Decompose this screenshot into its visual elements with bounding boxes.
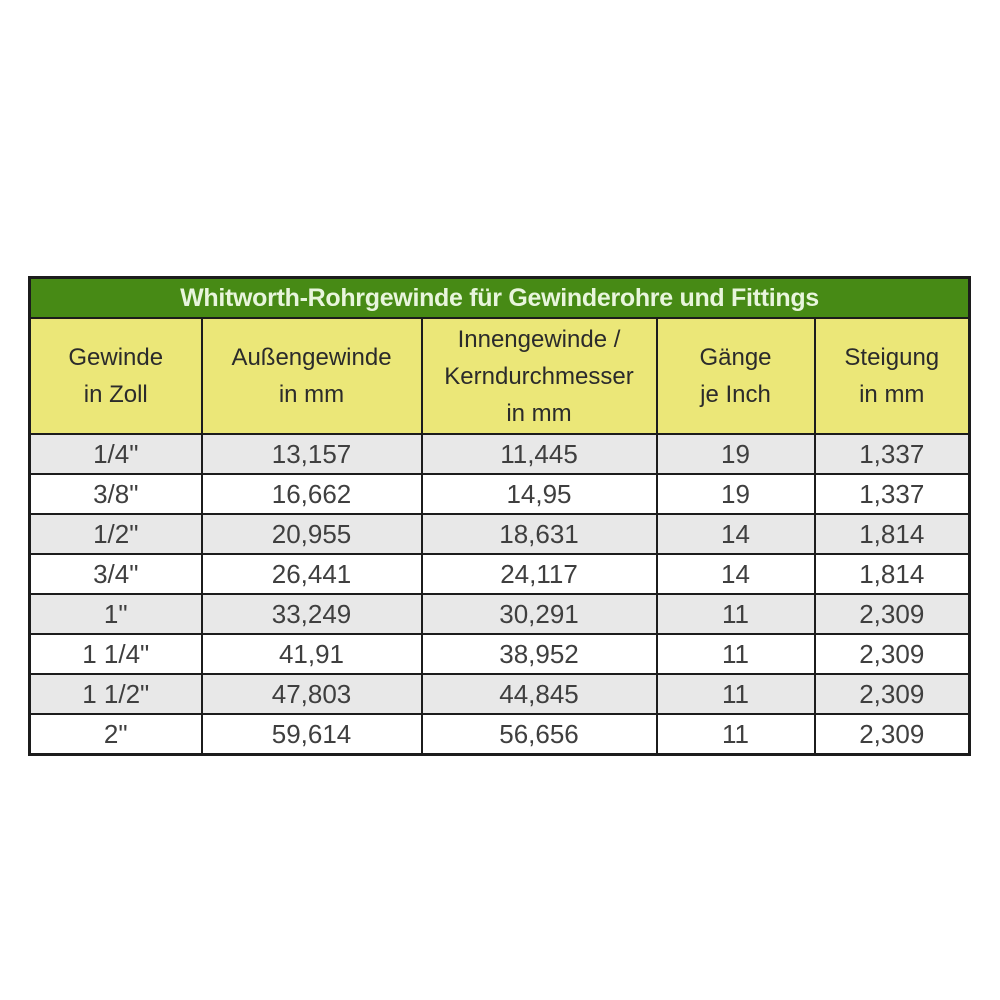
table-title: Whitworth-Rohrgewinde für Gewinderohre u… bbox=[28, 276, 971, 319]
cell-innengewinde-mm: 30,291 bbox=[420, 593, 658, 635]
column-header-innengewinde-kerndurchmesser-mm: Innengewinde / Kerndurchmesser in mm bbox=[420, 317, 658, 435]
column-header-aussengewinde-mm: Außengewinde in mm bbox=[200, 317, 423, 435]
cell-innengewinde-mm: 38,952 bbox=[420, 633, 658, 675]
cell-gewinde-zoll: 2" bbox=[28, 713, 203, 756]
table-row: 1/4" 13,157 11,445 19 1,337 bbox=[28, 433, 971, 475]
cell-innengewinde-mm: 11,445 bbox=[420, 433, 658, 475]
cell-aussengewinde-mm: 47,803 bbox=[200, 673, 423, 715]
cell-gaenge-je-inch: 14 bbox=[655, 513, 816, 555]
table-header-row: Gewinde in Zoll Außengewinde in mm Innen… bbox=[28, 317, 971, 435]
cell-innengewinde-mm: 18,631 bbox=[420, 513, 658, 555]
cell-steigung-mm: 2,309 bbox=[813, 593, 971, 635]
cell-aussengewinde-mm: 13,157 bbox=[200, 433, 423, 475]
column-header-steigung-mm: Steigung in mm bbox=[813, 317, 971, 435]
column-header-gaenge-je-inch: Gänge je Inch bbox=[655, 317, 816, 435]
cell-steigung-mm: 1,814 bbox=[813, 513, 971, 555]
cell-gewinde-zoll: 3/4" bbox=[28, 553, 203, 595]
column-header-gewinde-in-zoll: Gewinde in Zoll bbox=[28, 317, 203, 435]
cell-aussengewinde-mm: 41,91 bbox=[200, 633, 423, 675]
cell-gewinde-zoll: 1" bbox=[28, 593, 203, 635]
cell-gaenge-je-inch: 19 bbox=[655, 473, 816, 515]
table-row: 1 1/2" 47,803 44,845 11 2,309 bbox=[28, 673, 971, 715]
thread-size-table-container: Whitworth-Rohrgewinde für Gewinderohre u… bbox=[28, 276, 972, 756]
table-row: 3/4" 26,441 24,117 14 1,814 bbox=[28, 553, 971, 595]
cell-gewinde-zoll: 1/2" bbox=[28, 513, 203, 555]
cell-innengewinde-mm: 56,656 bbox=[420, 713, 658, 756]
cell-steigung-mm: 2,309 bbox=[813, 673, 971, 715]
table-row: 1 1/4" 41,91 38,952 11 2,309 bbox=[28, 633, 971, 675]
table-body: 1/4" 13,157 11,445 19 1,337 3/8" 16,662 … bbox=[28, 433, 971, 756]
cell-gaenge-je-inch: 11 bbox=[655, 633, 816, 675]
cell-gewinde-zoll: 1 1/2" bbox=[28, 673, 203, 715]
table-row: 3/8" 16,662 14,95 19 1,337 bbox=[28, 473, 971, 515]
cell-innengewinde-mm: 24,117 bbox=[420, 553, 658, 595]
table-row: 1/2" 20,955 18,631 14 1,814 bbox=[28, 513, 971, 555]
thread-size-table: Whitworth-Rohrgewinde für Gewinderohre u… bbox=[28, 276, 972, 756]
cell-gaenge-je-inch: 11 bbox=[655, 713, 816, 756]
cell-gaenge-je-inch: 14 bbox=[655, 553, 816, 595]
cell-steigung-mm: 1,337 bbox=[813, 433, 971, 475]
cell-gaenge-je-inch: 11 bbox=[655, 593, 816, 635]
cell-aussengewinde-mm: 16,662 bbox=[200, 473, 423, 515]
cell-aussengewinde-mm: 59,614 bbox=[200, 713, 423, 756]
table-title-row: Whitworth-Rohrgewinde für Gewinderohre u… bbox=[28, 276, 971, 319]
cell-aussengewinde-mm: 20,955 bbox=[200, 513, 423, 555]
table-row: 2" 59,614 56,656 11 2,309 bbox=[28, 713, 971, 756]
cell-gewinde-zoll: 1 1/4" bbox=[28, 633, 203, 675]
cell-gewinde-zoll: 3/8" bbox=[28, 473, 203, 515]
table-row: 1" 33,249 30,291 11 2,309 bbox=[28, 593, 971, 635]
cell-steigung-mm: 2,309 bbox=[813, 713, 971, 756]
cell-steigung-mm: 1,337 bbox=[813, 473, 971, 515]
cell-gewinde-zoll: 1/4" bbox=[28, 433, 203, 475]
cell-gaenge-je-inch: 11 bbox=[655, 673, 816, 715]
cell-aussengewinde-mm: 33,249 bbox=[200, 593, 423, 635]
cell-steigung-mm: 1,814 bbox=[813, 553, 971, 595]
cell-innengewinde-mm: 44,845 bbox=[420, 673, 658, 715]
cell-steigung-mm: 2,309 bbox=[813, 633, 971, 675]
cell-innengewinde-mm: 14,95 bbox=[420, 473, 658, 515]
cell-aussengewinde-mm: 26,441 bbox=[200, 553, 423, 595]
cell-gaenge-je-inch: 19 bbox=[655, 433, 816, 475]
